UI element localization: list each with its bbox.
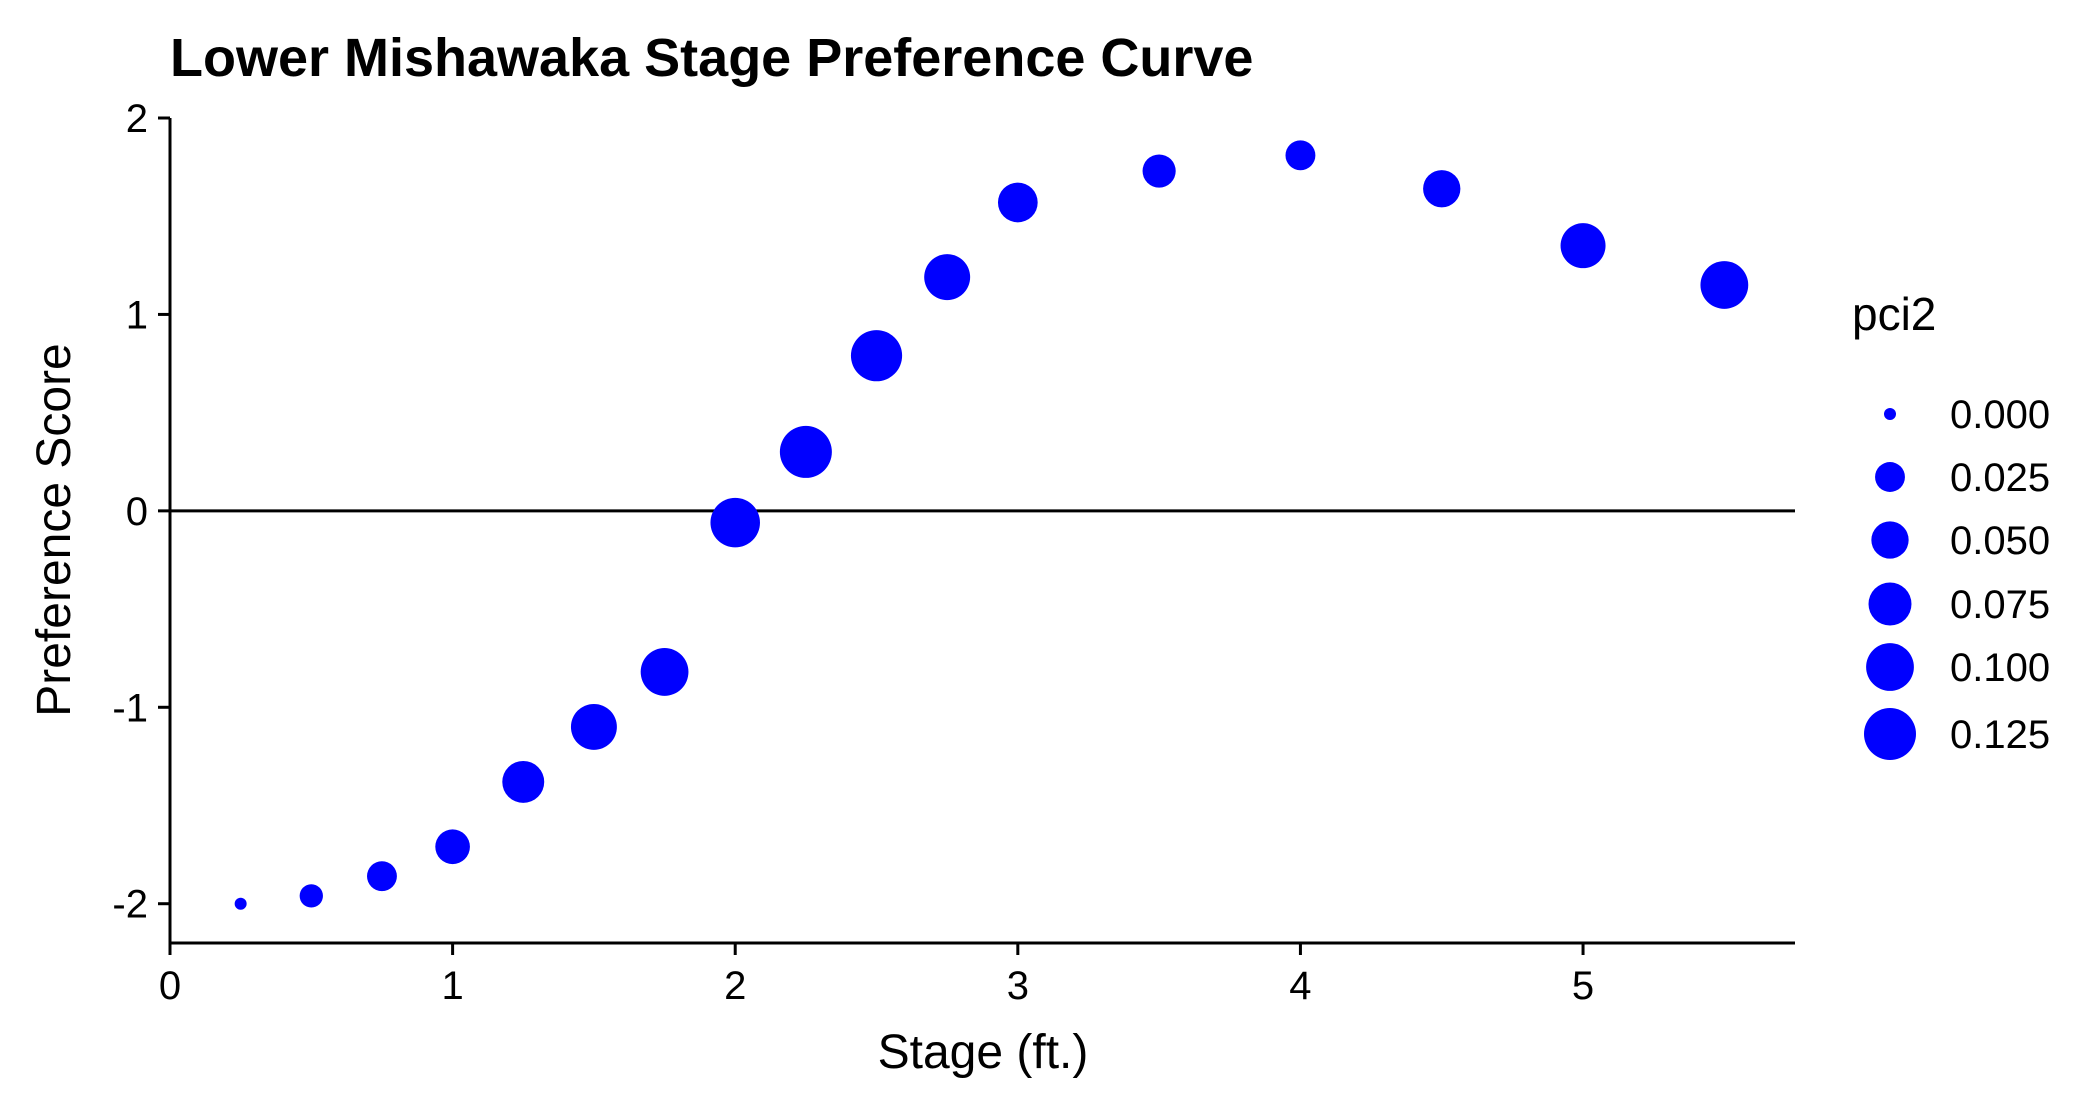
data-point (779, 425, 832, 478)
x-tick-label: 3 (1007, 964, 1029, 1008)
data-point (502, 760, 545, 803)
data-point (1560, 223, 1606, 269)
legend-key (1884, 408, 1896, 420)
legend-key (1875, 462, 1905, 492)
data-point (850, 330, 903, 382)
legend-key (1864, 708, 1916, 760)
legend-label: 0.050 (1950, 519, 2050, 563)
data-point (640, 648, 689, 696)
legend-label: 0.075 (1950, 583, 2050, 627)
data-point (1423, 170, 1461, 208)
y-tick-label: 2 (126, 97, 148, 141)
data-point (710, 497, 760, 548)
x-tick-label: 0 (159, 964, 181, 1008)
y-tick-label: 0 (126, 490, 148, 534)
data-point (234, 897, 247, 910)
x-tick-label: 1 (441, 964, 463, 1008)
data-point (435, 829, 470, 865)
x-tick-label: 5 (1572, 964, 1594, 1008)
legend: pci2 0.000 0.025 0.050 0.075 0.100 0.125 (1852, 288, 2050, 760)
data-point (997, 182, 1038, 223)
legend-key (1866, 643, 1914, 691)
legend-title: pci2 (1852, 288, 1936, 340)
data-point (1142, 154, 1176, 188)
x-axis-title: Stage (ft.) (878, 1026, 1089, 1079)
y-tick-label: -2 (112, 883, 148, 927)
x-tick-label: 2 (724, 964, 746, 1008)
data-point (924, 254, 971, 301)
y-tick-label: 1 (126, 293, 148, 337)
data-point (1700, 261, 1749, 309)
x-tick-label: 4 (1289, 964, 1311, 1008)
legend-key (1868, 582, 1912, 626)
plot-area: -2 -1 0 1 2 0 1 2 3 4 5 (112, 97, 1795, 1008)
legend-label: 0.125 (1950, 713, 2050, 757)
y-axis-title: Preference Score (28, 343, 81, 717)
data-point (367, 861, 397, 892)
legend-label: 0.100 (1950, 646, 2050, 690)
legend-label: 0.000 (1950, 393, 2050, 437)
data-point (1285, 140, 1316, 171)
legend-label: 0.025 (1950, 456, 2050, 500)
y-tick-label: -1 (112, 686, 148, 730)
data-point (299, 884, 323, 908)
chart-title: Lower Mishawaka Stage Preference Curve (170, 28, 1253, 88)
data-point (570, 703, 617, 750)
legend-key (1871, 521, 1909, 559)
